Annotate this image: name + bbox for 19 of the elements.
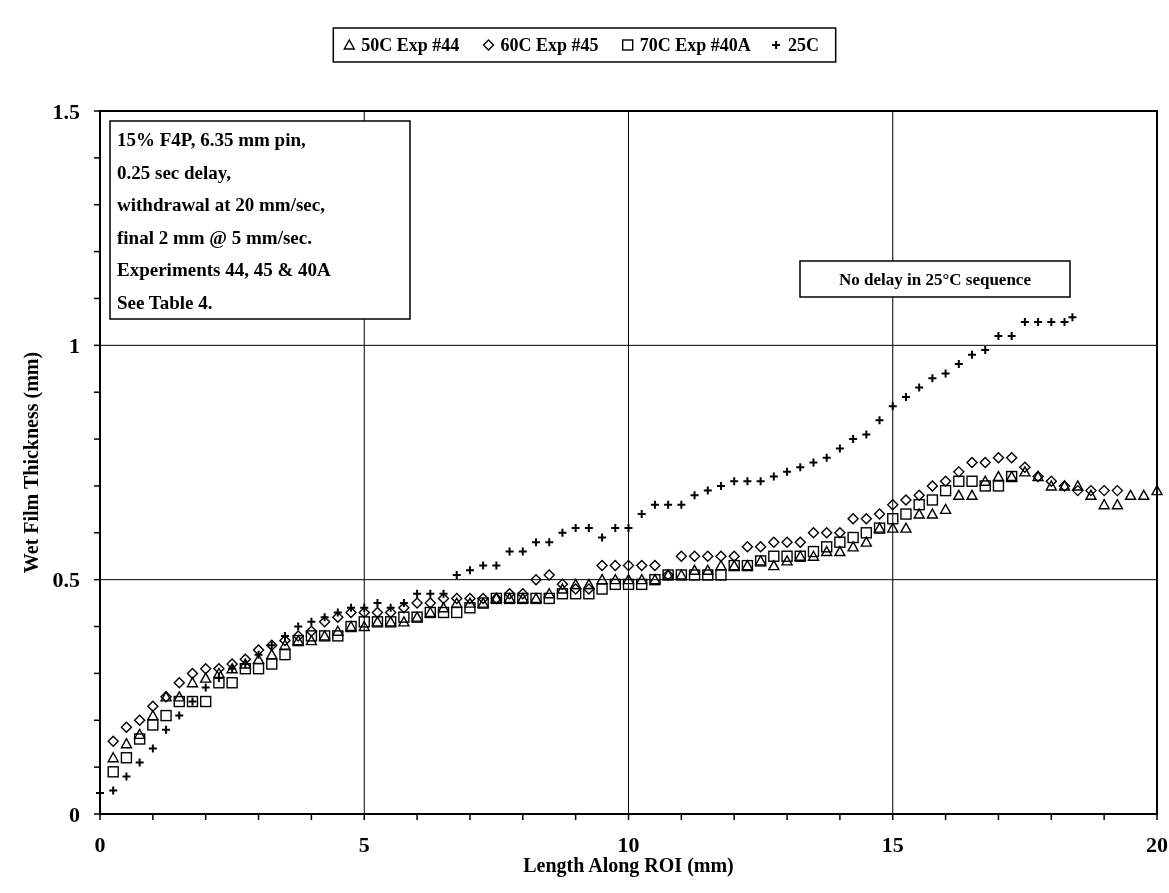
legend-label: 25C [788, 35, 820, 56]
y-tick-label: 0.5 [52, 567, 80, 593]
y-tick-label: 1.5 [52, 98, 80, 124]
x-tick-label: 5 [358, 832, 370, 857]
y-tick-label: 0 [69, 801, 80, 827]
legend-label: 50C Exp #44 [361, 35, 460, 56]
legend-label: 70C Exp #40A [639, 35, 751, 56]
x-tick-label: 0 [94, 832, 106, 857]
x-tick-label: 10 [617, 832, 640, 857]
y-axis-title: Wet Film Thickness (mm) [20, 351, 43, 574]
x-axis-title: Length Along ROI (mm) [523, 854, 734, 877]
legend-label: 60C Exp #45 [500, 35, 599, 56]
x-tick-label: 20 [1146, 832, 1168, 857]
note-box: 15% F4P, 6.35 mm pin, 0.25 sec delay, withdrawal at 20 mm/sec, final 2 mm @ 5 mm/sec. Experiments 44, 45 & 40A See Table 4. [109, 120, 411, 320]
note-box: No delay in 25°C sequence [799, 260, 1071, 298]
x-tick-label: 15 [881, 832, 904, 857]
annotation: No delay in 25°C sequence [839, 270, 1032, 289]
y-tick-label: 1 [69, 333, 80, 359]
annotation: 15% F4P, 6.35 mm pin, 0.25 sec delay, withdrawal at 20 mm/sec, final 2 mm @ 5 mm/sec. Experiments 44, 45 & 40A See Table 4. [117, 129, 332, 313]
